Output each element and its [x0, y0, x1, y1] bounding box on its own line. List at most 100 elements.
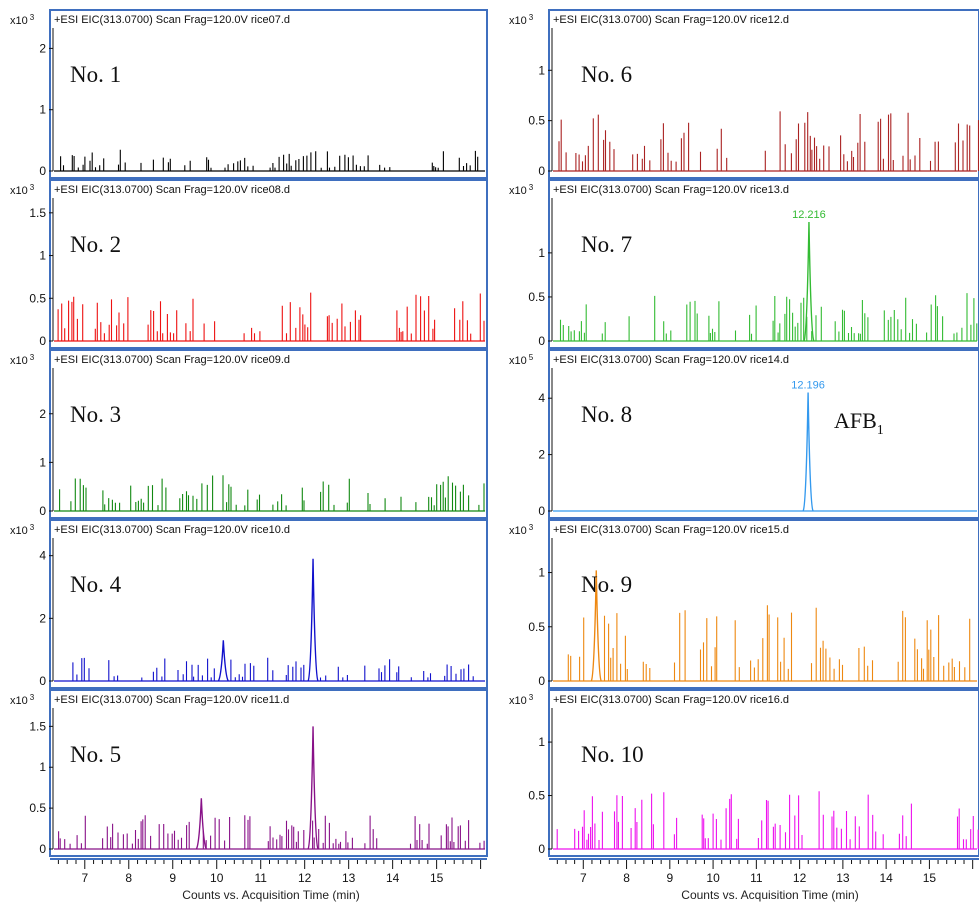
- chromatogram-panel: +ESI EIC(313.0700) Scan Frag=120.0V rice…: [10, 179, 488, 349]
- y-exponent-label: x10 3: [10, 13, 35, 27]
- x-tick-label: 9: [169, 871, 176, 885]
- panel-header: +ESI EIC(313.0700) Scan Frag=120.0V rice…: [553, 184, 789, 196]
- y-tick-label: 1: [39, 760, 46, 774]
- chromatogram-panel: +ESI EIC(313.0700) Scan Frag=120.0V rice…: [10, 349, 488, 519]
- x-tick-label: 14: [879, 871, 893, 885]
- panel-frame: [548, 689, 979, 857]
- noise-trace: [558, 111, 979, 171]
- y-exponent-label: x10 3: [509, 13, 534, 27]
- y-exponent-label: x10 3: [10, 353, 35, 367]
- y-tick-label: 4: [538, 391, 545, 405]
- panel-number-label: No. 7: [581, 232, 632, 257]
- panel-number-label: No. 5: [70, 742, 121, 767]
- panel-number-label: No. 9: [581, 572, 632, 597]
- panel-frame: [548, 519, 979, 689]
- chromatogram-panel: +ESI EIC(313.0700) Scan Frag=120.0V rice…: [509, 519, 979, 689]
- x-tick-label: 7: [81, 871, 88, 885]
- x-tick-label: 12: [298, 871, 312, 885]
- panel-frame: [548, 9, 979, 179]
- panel-number-label: No. 6: [581, 62, 632, 87]
- y-exponent-label: x10 3: [10, 523, 35, 537]
- chromatogram-panel: +ESI EIC(313.0700) Scan Frag=120.0V rice…: [509, 179, 979, 349]
- chromatogram-panel: +ESI EIC(313.0700) Scan Frag=120.0V rice…: [509, 9, 979, 179]
- noise-trace: [559, 293, 978, 341]
- noise-trace: [72, 657, 474, 681]
- x-tick-label: 7: [580, 871, 587, 885]
- panel-frame: [49, 519, 488, 689]
- peak-mark: [307, 558, 319, 682]
- panel-header: +ESI EIC(313.0700) Scan Frag=120.0V rice…: [553, 694, 789, 706]
- peak-mark: [802, 392, 814, 512]
- chromatogram-panel: +ESI EIC(313.0700) Scan Frag=120.0V rice…: [509, 349, 979, 519]
- y-tick-label: 0: [39, 674, 46, 688]
- peak-label: 12.196: [791, 380, 825, 392]
- y-tick-label: 2: [538, 448, 545, 462]
- y-tick-label: 0.5: [528, 290, 545, 304]
- x-tick-label: 10: [210, 871, 224, 885]
- panel-frame: [548, 179, 979, 349]
- noise-trace: [58, 815, 485, 849]
- y-exponent-label: x10 5: [509, 353, 534, 367]
- peak-mark: [307, 726, 319, 850]
- y-exponent-label: x10 3: [509, 523, 534, 537]
- y-exponent-label: x10 3: [10, 183, 35, 197]
- y-tick-label: 2: [39, 407, 46, 421]
- panel-header: +ESI EIC(313.0700) Scan Frag=120.0V rice…: [553, 354, 789, 366]
- x-tick-label: 12: [793, 871, 807, 885]
- peak-mark: [803, 222, 815, 342]
- y-tick-label: 0: [538, 504, 545, 518]
- panel-frame: [49, 9, 488, 179]
- panel-number-label: No. 2: [70, 232, 121, 257]
- x-tick-label: 8: [623, 871, 630, 885]
- x-tick-label: 14: [386, 871, 400, 885]
- chromatogram-panel: +ESI EIC(313.0700) Scan Frag=120.0V rice…: [10, 9, 488, 179]
- y-tick-label: 2: [39, 41, 46, 55]
- y-tick-label: 1.5: [29, 206, 46, 220]
- peak-label: 12.216: [792, 209, 826, 221]
- x-tick-label: 8: [125, 871, 132, 885]
- y-tick-label: 0: [39, 842, 46, 856]
- noise-trace: [556, 791, 979, 849]
- x-axis-label-right: Counts vs. Acquisition Time (min): [681, 888, 858, 902]
- chromatogram-panel: +ESI EIC(313.0700) Scan Frag=120.0V rice…: [509, 689, 979, 857]
- y-tick-label: 0.5: [528, 789, 545, 803]
- y-tick-label: 0.5: [528, 620, 545, 634]
- x-axes: 7 8 9 10 11 12 13 14 15 7 8 9 10 11 12 13 14 15: [50, 858, 979, 885]
- y-exponent-label: x10 3: [509, 183, 534, 197]
- x-tick-label: 11: [750, 871, 763, 885]
- panel-number-label: No. 8: [581, 402, 632, 427]
- y-tick-label: 4: [39, 549, 46, 563]
- y-tick-label: 1: [39, 249, 46, 263]
- noise-trace: [59, 475, 485, 511]
- x-axis-left: 7 8 9 10 11 12 13 14 15: [50, 858, 487, 885]
- y-tick-label: 1.5: [29, 719, 46, 733]
- panel-header: +ESI EIC(313.0700) Scan Frag=120.0V rice…: [54, 14, 290, 26]
- y-tick-label: 1: [39, 455, 46, 469]
- panel-number-label: No. 3: [70, 402, 121, 427]
- peak-mark: [590, 570, 602, 682]
- y-tick-label: 0: [538, 842, 545, 856]
- panel-header: +ESI EIC(313.0700) Scan Frag=120.0V rice…: [553, 14, 789, 26]
- panel-header: +ESI EIC(313.0700) Scan Frag=120.0V rice…: [553, 524, 789, 536]
- x-tick-label: 10: [706, 871, 720, 885]
- y-tick-label: 0: [538, 674, 545, 688]
- panels: +ESI EIC(313.0700) Scan Frag=120.0V rice…: [10, 9, 979, 857]
- panel-number-label: No. 10: [581, 742, 644, 767]
- panel-frame: [49, 179, 488, 349]
- noise-trace: [57, 292, 485, 341]
- x-axis-right: 7 8 9 10 11 12 13 14 15: [549, 858, 979, 885]
- x-tick-label: 15: [923, 871, 937, 885]
- chromatogram-panel: +ESI EIC(313.0700) Scan Frag=120.0V rice…: [10, 689, 488, 857]
- chromatogram-panel: +ESI EIC(313.0700) Scan Frag=120.0V rice…: [10, 519, 488, 689]
- y-exponent-label: x10 3: [10, 693, 35, 707]
- y-tick-label: 1: [538, 735, 545, 749]
- y-exponent-label: x10 3: [509, 693, 534, 707]
- y-tick-label: 0.5: [528, 114, 545, 128]
- panel-header: +ESI EIC(313.0700) Scan Frag=120.0V rice…: [54, 694, 289, 706]
- panel-header: +ESI EIC(313.0700) Scan Frag=120.0V rice…: [54, 354, 290, 366]
- x-tick-label: 13: [342, 871, 356, 885]
- panel-number-label: No. 4: [70, 572, 122, 597]
- noise-trace: [567, 605, 971, 681]
- y-tick-label: 0: [39, 334, 46, 348]
